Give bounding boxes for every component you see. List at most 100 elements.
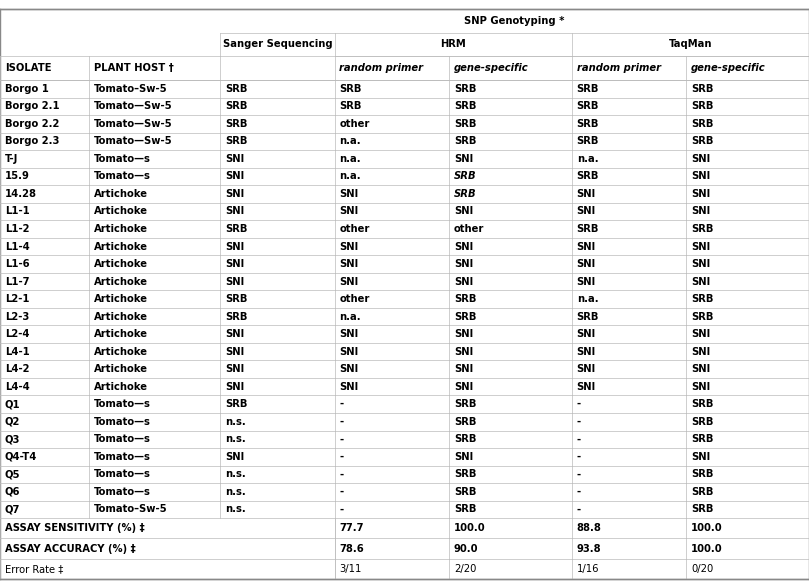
- Text: SNI: SNI: [454, 154, 473, 164]
- Bar: [0, 168, 809, 185]
- Text: SRB: SRB: [225, 224, 248, 234]
- Text: Artichoke: Artichoke: [94, 382, 148, 392]
- Bar: [0, 220, 809, 238]
- Text: Tomato—s: Tomato—s: [94, 487, 150, 497]
- Text: -: -: [577, 469, 581, 479]
- Text: SRB: SRB: [454, 435, 477, 445]
- Text: SNI: SNI: [225, 172, 244, 182]
- Text: SRB: SRB: [454, 417, 477, 427]
- Text: Artichoke: Artichoke: [94, 347, 148, 357]
- Text: SNI: SNI: [340, 382, 358, 392]
- Text: 100.0: 100.0: [691, 544, 722, 554]
- Text: SRB: SRB: [225, 101, 248, 111]
- Text: Q5: Q5: [5, 469, 20, 479]
- Text: Sanger Sequencing: Sanger Sequencing: [222, 39, 332, 49]
- Text: -: -: [577, 399, 581, 409]
- Text: SRB: SRB: [691, 119, 714, 129]
- Text: L4-4: L4-4: [5, 382, 30, 392]
- Text: SNI: SNI: [225, 242, 244, 252]
- Text: SNI: SNI: [340, 206, 358, 216]
- Text: SNI: SNI: [225, 347, 244, 357]
- Text: n.s.: n.s.: [225, 469, 246, 479]
- Text: n.a.: n.a.: [340, 312, 361, 322]
- Text: SRB: SRB: [225, 136, 248, 146]
- Text: PLANT HOST †: PLANT HOST †: [94, 63, 174, 73]
- Text: HRM: HRM: [440, 39, 466, 49]
- Bar: [0, 80, 809, 98]
- Text: SRB: SRB: [577, 84, 599, 94]
- Text: Tomato—s: Tomato—s: [94, 469, 150, 479]
- Text: SNI: SNI: [340, 242, 358, 252]
- Text: SNI: SNI: [340, 329, 358, 339]
- Text: Q3: Q3: [5, 435, 20, 445]
- Bar: [0, 325, 809, 343]
- Text: SRB: SRB: [340, 101, 362, 111]
- Text: SNI: SNI: [577, 189, 596, 199]
- Text: SNI: SNI: [577, 276, 596, 286]
- Text: SRB: SRB: [454, 294, 477, 304]
- Bar: [0, 518, 809, 539]
- Bar: [0, 32, 809, 56]
- Text: L1-2: L1-2: [5, 224, 29, 234]
- Text: Tomato–Sw-5: Tomato–Sw-5: [94, 84, 167, 94]
- Text: SNI: SNI: [454, 364, 473, 374]
- Text: L4-2: L4-2: [5, 364, 29, 374]
- Text: SNI: SNI: [691, 347, 710, 357]
- Text: L2-4: L2-4: [5, 329, 29, 339]
- Bar: [0, 396, 809, 413]
- Text: Artichoke: Artichoke: [94, 312, 148, 322]
- Text: SRB: SRB: [454, 487, 477, 497]
- Text: SRB: SRB: [577, 312, 599, 322]
- Text: Borgo 2.1: Borgo 2.1: [5, 101, 60, 111]
- Text: random primer: random primer: [340, 63, 423, 73]
- Text: L1-1: L1-1: [5, 206, 30, 216]
- Text: SRB: SRB: [691, 136, 714, 146]
- Text: SRB: SRB: [691, 312, 714, 322]
- Text: SRB: SRB: [454, 172, 477, 182]
- Text: SRB: SRB: [454, 84, 477, 94]
- Text: 88.8: 88.8: [577, 523, 602, 533]
- Text: gene-specific: gene-specific: [454, 63, 528, 73]
- Text: n.a.: n.a.: [340, 154, 361, 164]
- Text: other: other: [340, 224, 370, 234]
- Text: SRB: SRB: [577, 224, 599, 234]
- Text: -: -: [577, 487, 581, 497]
- Text: -: -: [340, 452, 344, 462]
- Text: other: other: [454, 224, 485, 234]
- Text: 1/16: 1/16: [577, 564, 599, 574]
- Text: SRB: SRB: [454, 101, 477, 111]
- Text: other: other: [340, 119, 370, 129]
- Text: SNI: SNI: [225, 382, 244, 392]
- Text: SNI: SNI: [691, 382, 710, 392]
- Text: Borgo 2.2: Borgo 2.2: [5, 119, 59, 129]
- Text: Error Rate ‡: Error Rate ‡: [5, 564, 63, 574]
- Text: -: -: [340, 417, 344, 427]
- Text: Tomato—s: Tomato—s: [94, 154, 150, 164]
- Text: SNI: SNI: [691, 364, 710, 374]
- Text: 3/11: 3/11: [340, 564, 362, 574]
- Text: Artichoke: Artichoke: [94, 206, 148, 216]
- Text: Tomato—Sw-5: Tomato—Sw-5: [94, 101, 172, 111]
- Text: SNI: SNI: [454, 329, 473, 339]
- Text: SNI: SNI: [225, 189, 244, 199]
- Text: -: -: [340, 469, 344, 479]
- Text: SNI: SNI: [691, 206, 710, 216]
- Text: n.s.: n.s.: [225, 505, 246, 514]
- Text: 15.9: 15.9: [5, 172, 30, 182]
- Text: SNI: SNI: [691, 242, 710, 252]
- Text: SNI: SNI: [577, 206, 596, 216]
- Text: -: -: [340, 487, 344, 497]
- Bar: [0, 500, 809, 518]
- Bar: [0, 203, 809, 220]
- Text: Artichoke: Artichoke: [94, 364, 148, 374]
- Text: Q2: Q2: [5, 417, 20, 427]
- Text: SRB: SRB: [691, 435, 714, 445]
- Text: SNI: SNI: [225, 206, 244, 216]
- Text: SNI: SNI: [454, 242, 473, 252]
- Bar: [0, 360, 809, 378]
- Text: SRB: SRB: [454, 136, 477, 146]
- Text: 78.6: 78.6: [340, 544, 364, 554]
- Text: random primer: random primer: [577, 63, 661, 73]
- Text: other: other: [340, 294, 370, 304]
- Bar: [0, 466, 809, 483]
